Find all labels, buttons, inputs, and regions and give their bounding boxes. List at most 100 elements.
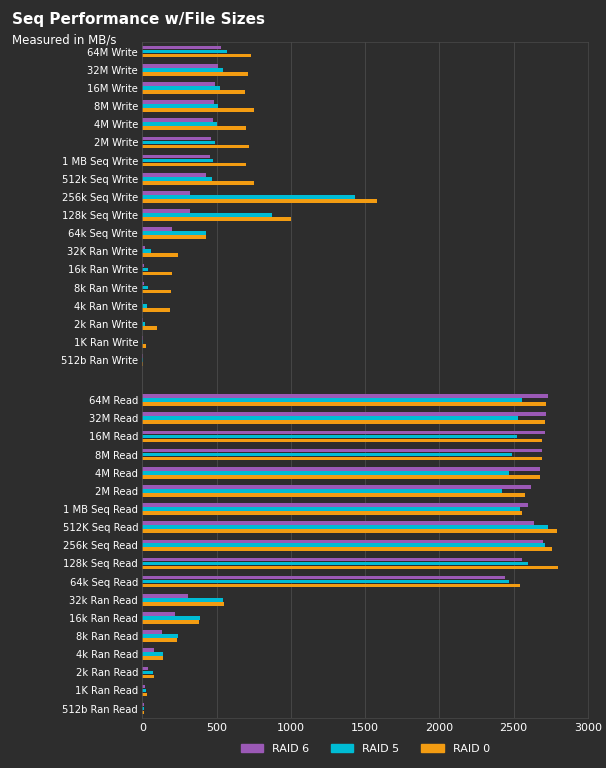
Bar bbox=[142, 435, 516, 439]
Bar bbox=[142, 90, 245, 94]
Bar bbox=[142, 689, 146, 692]
Bar bbox=[142, 181, 254, 184]
Bar bbox=[142, 457, 542, 460]
Bar bbox=[142, 246, 145, 249]
Bar bbox=[142, 195, 355, 199]
Bar bbox=[142, 191, 190, 194]
Bar bbox=[142, 631, 162, 634]
Bar bbox=[142, 420, 545, 424]
Bar bbox=[142, 539, 543, 543]
Bar bbox=[142, 64, 218, 68]
Bar bbox=[142, 485, 531, 488]
Bar bbox=[142, 638, 176, 642]
Bar bbox=[142, 670, 153, 674]
Bar bbox=[142, 493, 525, 497]
Bar bbox=[142, 122, 218, 126]
Bar bbox=[142, 326, 156, 329]
Bar bbox=[142, 525, 548, 529]
Bar bbox=[142, 475, 541, 478]
Bar bbox=[142, 667, 148, 670]
Bar bbox=[142, 471, 509, 475]
Bar bbox=[142, 177, 212, 180]
Bar bbox=[142, 263, 144, 267]
Bar bbox=[142, 231, 206, 235]
Bar bbox=[142, 412, 546, 416]
Bar bbox=[142, 648, 153, 652]
Bar bbox=[142, 711, 144, 714]
Bar bbox=[142, 561, 528, 565]
Bar bbox=[142, 209, 190, 213]
Bar bbox=[142, 101, 214, 104]
Bar bbox=[142, 598, 222, 601]
Bar bbox=[142, 72, 248, 75]
Bar bbox=[142, 82, 215, 86]
Bar bbox=[142, 580, 509, 584]
Bar bbox=[142, 674, 153, 678]
Bar bbox=[142, 50, 227, 54]
Bar bbox=[142, 529, 557, 533]
Bar bbox=[142, 453, 512, 456]
Text: Measured in MB/s: Measured in MB/s bbox=[12, 33, 116, 46]
Bar bbox=[142, 86, 219, 90]
Bar bbox=[142, 594, 188, 598]
Bar bbox=[142, 576, 505, 579]
Bar bbox=[142, 173, 206, 177]
Bar bbox=[142, 652, 163, 656]
Bar bbox=[142, 584, 519, 588]
Bar bbox=[142, 402, 546, 406]
Bar bbox=[142, 657, 163, 660]
Bar bbox=[142, 602, 224, 605]
Bar bbox=[142, 137, 211, 141]
Bar bbox=[142, 282, 144, 286]
Bar bbox=[142, 399, 522, 402]
Bar bbox=[142, 693, 147, 697]
Bar bbox=[142, 322, 145, 326]
Bar bbox=[142, 108, 254, 112]
Bar bbox=[142, 558, 522, 561]
Bar bbox=[142, 467, 541, 471]
Bar bbox=[142, 344, 146, 348]
Bar bbox=[142, 439, 542, 442]
Bar bbox=[142, 141, 215, 144]
Bar bbox=[142, 300, 143, 303]
Bar bbox=[142, 685, 145, 688]
Bar bbox=[142, 267, 148, 271]
Bar bbox=[142, 620, 199, 624]
Bar bbox=[142, 340, 143, 344]
Bar bbox=[142, 362, 143, 366]
Bar bbox=[142, 707, 144, 710]
Bar bbox=[142, 127, 246, 130]
Bar bbox=[142, 272, 172, 275]
Bar bbox=[142, 507, 519, 511]
Bar bbox=[142, 253, 178, 257]
Bar bbox=[142, 46, 221, 49]
Bar bbox=[142, 118, 213, 122]
Bar bbox=[142, 489, 502, 493]
Bar bbox=[142, 155, 210, 158]
Bar bbox=[142, 144, 249, 148]
Bar bbox=[142, 250, 150, 253]
Bar bbox=[142, 544, 545, 547]
Bar bbox=[142, 703, 144, 707]
Bar bbox=[142, 227, 172, 231]
Bar bbox=[142, 54, 251, 58]
Bar bbox=[142, 304, 147, 307]
Bar bbox=[142, 612, 175, 616]
Bar bbox=[142, 308, 170, 312]
Bar bbox=[142, 394, 548, 398]
Bar bbox=[142, 290, 171, 293]
Bar bbox=[142, 199, 377, 203]
Bar bbox=[142, 511, 522, 515]
Bar bbox=[142, 449, 542, 452]
Legend: RAID 6, RAID 5, RAID 0: RAID 6, RAID 5, RAID 0 bbox=[236, 740, 494, 759]
Bar bbox=[142, 431, 545, 434]
Bar bbox=[142, 104, 218, 108]
Bar bbox=[142, 616, 201, 620]
Bar bbox=[142, 235, 206, 239]
Bar bbox=[142, 566, 558, 569]
Bar bbox=[142, 163, 246, 167]
Bar bbox=[142, 217, 291, 221]
Bar bbox=[142, 521, 534, 525]
Bar bbox=[142, 159, 213, 162]
Text: Seq Performance w/File Sizes: Seq Performance w/File Sizes bbox=[12, 12, 265, 27]
